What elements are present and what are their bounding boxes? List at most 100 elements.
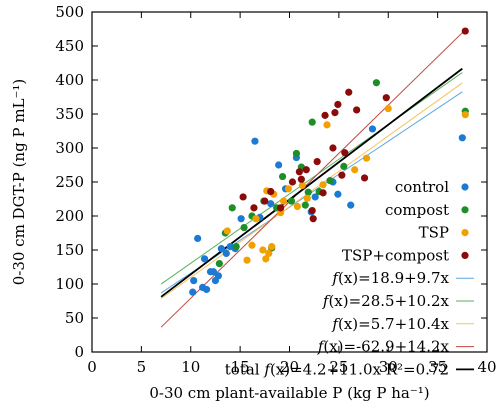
legend-marker-2 [461,229,469,237]
y-axis-label: 0-30 cm DGT-P (ng P mL⁻¹) [10,79,28,286]
legend-marker-0 [461,183,469,191]
y-tick-label-6: 300 [55,139,84,157]
point-3-23 [461,27,469,35]
legend-label-4: f(x)=18.9+9.7x [331,269,449,287]
y-tick-label-3: 150 [55,241,84,259]
point-3-7 [295,168,303,176]
x-tick-label-1: 5 [137,358,147,376]
point-2-12 [284,185,293,193]
point-2-2 [248,241,256,249]
fit-line-2 [160,82,463,300]
legend-marker-1 [461,206,469,214]
point-3-9 [309,215,317,223]
fit-lines [160,32,463,328]
point-1-13 [301,201,309,209]
point-3-15 [331,109,339,117]
point-2-11 [279,197,288,205]
point-0-17 [267,200,275,208]
point-0-15 [251,137,259,145]
point-0-5 [202,285,211,294]
point-3-2 [261,197,269,205]
point-3-3 [267,187,275,196]
point-1-19 [372,79,380,87]
point-0-0 [189,288,197,296]
x-tick-label-6: 30 [379,358,398,376]
x-tick-label-3: 15 [231,358,250,376]
point-3-20 [353,106,361,114]
data-points [189,27,469,296]
point-1-2 [228,204,236,212]
point-1-14 [304,188,312,196]
point-3-19 [345,88,353,96]
point-0-27 [458,134,466,142]
point-2-13 [293,202,301,211]
x-tick-label-0: 0 [87,358,97,376]
point-0-11 [222,249,230,257]
point-2-3 [252,215,260,223]
point-3-1 [250,204,258,212]
legend-label-2: TSP [419,224,449,242]
x-tick-label-5: 25 [329,358,348,376]
point-3-0 [239,193,247,201]
x-tick-label-2: 10 [181,358,200,376]
y-tick-label-0: 0 [74,343,84,361]
point-3-10 [313,158,321,166]
y-tick-label-4: 200 [55,207,84,225]
y-tick-label-2: 100 [55,275,84,293]
fit-line-3 [160,32,463,328]
legend-label-3: TSP+compost [342,246,449,264]
point-1-4 [240,223,248,232]
legend-marker-3 [461,251,469,259]
point-2-16 [319,181,327,189]
point-3-17 [338,171,346,179]
point-1-9 [278,172,287,181]
point-2-14 [298,181,306,189]
point-2-6 [265,249,273,257]
fit-line-4 [160,67,463,298]
point-2-7 [268,243,276,251]
point-0-14 [237,215,245,223]
point-2-15 [303,194,311,202]
y-tick-label-10: 500 [55,3,84,21]
point-0-18 [275,161,283,169]
point-0-1 [190,277,198,285]
point-3-6 [297,175,305,183]
legend-label-7: f(x)=-62.9+14.2x [317,338,450,356]
x-tick-label-7: 35 [428,358,447,376]
x-axis-ticks: 0 5 10 15 20 25 30 35 40 [87,12,497,376]
point-0-2 [194,234,202,243]
y-tick-label-7: 350 [55,105,84,123]
point-3-5 [288,178,297,186]
point-0-7 [209,268,218,276]
point-0-9 [214,272,222,280]
point-0-22 [311,193,319,201]
point-3-8 [302,166,310,174]
series-tsp [223,104,469,264]
point-1-11 [292,149,301,158]
point-3-21 [360,174,369,182]
point-3-4 [277,204,285,212]
legend: control compost TSP TSP+compost f(x)=18.9+9.… [225,178,474,378]
point-1-10 [287,197,296,205]
x-tick-label-8: 40 [477,358,496,376]
point-1-3 [232,243,240,251]
point-0-10 [217,245,225,253]
point-2-20 [384,104,392,113]
point-3-11 [308,206,316,215]
y-axis-ticks: 0 50 100 150 200 250 300 350 400 450 500 [55,3,487,361]
series-tsp-compost [239,27,469,223]
series-compost [215,79,469,268]
y-tick-label-1: 50 [65,309,84,327]
point-0-24 [334,190,342,198]
y-tick-label-8: 400 [55,71,84,89]
legend-label-8: total f(x)=4.2+11.0x R²=0.72 [225,360,449,378]
point-0-4 [200,255,209,263]
x-axis-label: 0-30 cm plant-available P (kg P ha⁻¹) [149,384,429,402]
point-3-22 [382,94,390,102]
point-1-17 [326,177,334,185]
point-2-1 [243,256,251,264]
point-3-18 [341,149,349,157]
point-2-18 [351,166,359,174]
y-tick-label-9: 450 [55,37,84,55]
point-0-25 [347,201,355,209]
